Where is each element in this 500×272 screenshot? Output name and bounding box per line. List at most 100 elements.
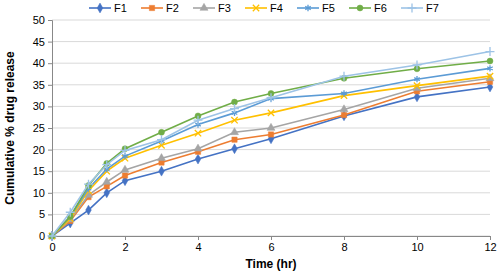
tick: 50 xyxy=(33,14,52,26)
y-axis: 0 5 10 15 20 25 30 35 40 45 50 xyxy=(33,14,53,242)
marker xyxy=(340,105,348,112)
marker xyxy=(267,123,275,130)
tick: 10 xyxy=(33,187,52,199)
grid-line xyxy=(52,149,490,150)
tick-mark xyxy=(417,236,418,240)
marker xyxy=(157,135,166,144)
tick-label: 35 xyxy=(33,79,45,91)
marker xyxy=(103,177,111,184)
legend-symbol xyxy=(200,3,208,10)
marker xyxy=(232,137,237,142)
plot: 0 2 4 6 8 10 12 0 5 10 15 20 25 30 35 40 45 50 xyxy=(33,14,497,253)
marker xyxy=(195,154,201,164)
grid-line xyxy=(52,192,490,193)
tick-mark xyxy=(48,150,52,151)
tick: 2 xyxy=(122,236,128,253)
marker xyxy=(341,111,347,121)
legend-item: F6 xyxy=(349,2,387,14)
tick: 30 xyxy=(33,100,52,112)
legend-symbol xyxy=(253,5,259,11)
tick-mark xyxy=(198,236,199,240)
series-layer xyxy=(48,47,495,241)
grid-line xyxy=(52,106,490,107)
tick: 40 xyxy=(33,57,52,69)
tick-mark xyxy=(48,63,52,64)
marker xyxy=(413,60,422,69)
marker xyxy=(487,65,493,71)
tick-label: 20 xyxy=(33,144,45,156)
axis-line xyxy=(48,21,53,237)
tick-label: 5 xyxy=(39,208,45,220)
tick-label: 10 xyxy=(411,241,423,253)
tick-mark xyxy=(48,214,52,215)
legend-symbol xyxy=(97,3,103,13)
marker xyxy=(84,180,93,189)
tick-label: 0 xyxy=(39,230,45,242)
series-line xyxy=(52,61,490,236)
tick-mark xyxy=(344,236,345,240)
marker xyxy=(268,132,273,137)
legend-item: F2 xyxy=(141,2,179,14)
tick-label: 30 xyxy=(33,100,45,112)
tick-label: 4 xyxy=(195,241,201,253)
grid xyxy=(52,20,490,236)
tick-mark xyxy=(48,106,52,107)
tick-label: 0 xyxy=(49,241,55,253)
tick: 6 xyxy=(268,236,274,253)
marker xyxy=(230,104,239,113)
legend-label: F4 xyxy=(270,2,283,14)
marker xyxy=(121,146,130,155)
legend-label: F1 xyxy=(114,2,127,14)
marker xyxy=(231,117,237,123)
marker xyxy=(487,73,493,79)
series-line xyxy=(52,82,490,236)
tick-label: 45 xyxy=(33,36,45,48)
tick: 25 xyxy=(33,122,52,134)
tick: 4 xyxy=(195,236,201,253)
legend-label: F2 xyxy=(166,2,179,14)
tick-label: 40 xyxy=(33,57,45,69)
tick-mark xyxy=(48,128,52,129)
tick-mark xyxy=(48,193,52,194)
marker xyxy=(86,205,92,215)
legend-label: F3 xyxy=(218,2,231,14)
marker xyxy=(341,112,346,117)
legend-label: F5 xyxy=(322,2,335,14)
marker xyxy=(194,144,202,151)
marker xyxy=(487,58,493,64)
tick: 5 xyxy=(39,208,52,220)
x-axis: 0 2 4 6 8 10 12 xyxy=(49,236,496,253)
tick: 12 xyxy=(484,236,496,253)
marker xyxy=(341,90,347,96)
tick-label: 15 xyxy=(33,165,45,177)
tick-mark xyxy=(271,236,272,240)
grid-line xyxy=(52,214,490,215)
x-axis-title: Time (hr) xyxy=(245,257,296,271)
marker xyxy=(414,76,420,82)
series-line xyxy=(52,52,490,236)
legend-label: F6 xyxy=(374,2,387,14)
tick: 35 xyxy=(33,79,52,91)
grid-line xyxy=(52,171,490,172)
tick: 45 xyxy=(33,36,52,48)
marker xyxy=(340,72,349,81)
legend-symbol xyxy=(357,5,363,11)
marker xyxy=(159,129,165,135)
marker xyxy=(230,128,238,135)
marker xyxy=(232,144,238,154)
marker xyxy=(104,188,110,198)
marker xyxy=(48,232,57,241)
tick: 8 xyxy=(341,236,347,253)
tick-label: 50 xyxy=(33,14,45,26)
marker xyxy=(102,160,111,169)
tick-mark xyxy=(48,42,52,43)
marker xyxy=(195,130,201,136)
y-axis-title: Cumulative % drug release xyxy=(3,51,17,205)
marker xyxy=(66,208,75,217)
legend-item: F1 xyxy=(89,2,127,14)
marker xyxy=(157,154,165,161)
tick-mark xyxy=(490,236,491,240)
legend-item: F7 xyxy=(401,2,439,14)
tick-label: 10 xyxy=(33,187,45,199)
marker xyxy=(414,82,420,88)
